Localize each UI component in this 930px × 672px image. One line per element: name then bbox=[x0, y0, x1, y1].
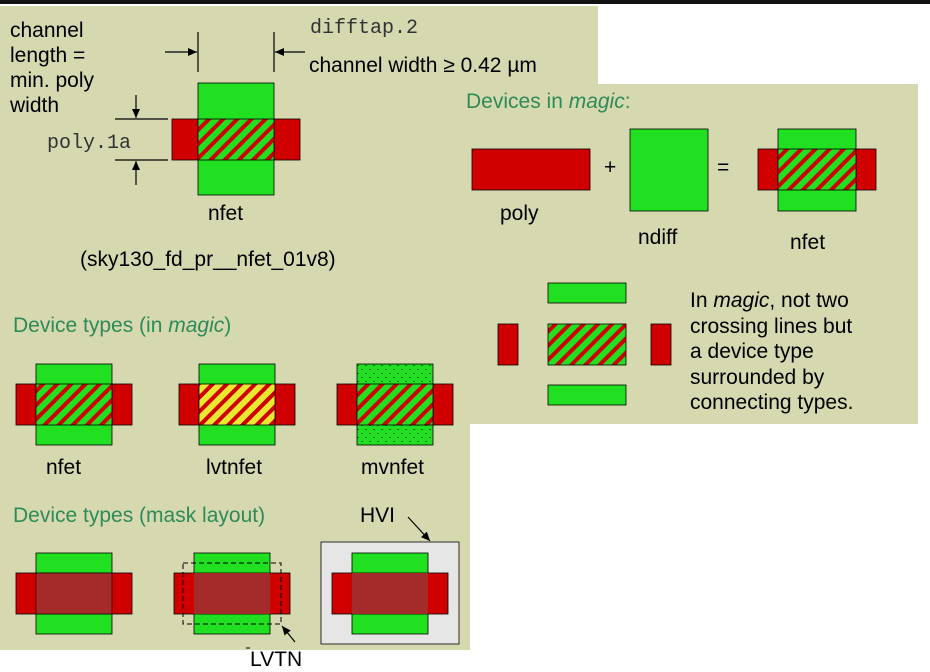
magic-heading: Devices in magic: bbox=[466, 90, 631, 113]
channel-length-line-2: length = bbox=[10, 44, 85, 67]
magic-mvnfet-label: mvnfet bbox=[361, 456, 424, 479]
magic-mvnfet bbox=[336, 363, 454, 446]
channel-region bbox=[197, 118, 275, 161]
exploded-channel bbox=[547, 323, 627, 366]
magic-note-line-5: connecting types. bbox=[690, 391, 853, 414]
mask-layout-heading: Device types (mask layout) bbox=[13, 504, 265, 527]
exploded-bottom-diff bbox=[547, 384, 627, 406]
channel-length-line-4: width bbox=[9, 94, 59, 117]
poly-sample-label: poly bbox=[500, 202, 539, 225]
ndiff-sample bbox=[629, 128, 709, 212]
cell-name: (sky130_fd_pr__nfet_01v8) bbox=[80, 248, 336, 271]
ndiff-sample-label: ndiff bbox=[638, 226, 677, 249]
mask-nfet bbox=[15, 552, 133, 635]
channel-length-line-1: channel bbox=[10, 19, 84, 42]
poly-rule-label: poly.1a bbox=[47, 132, 131, 155]
channel-width-rule: channel width ≥ 0.42 µm bbox=[309, 54, 537, 77]
magic-nfet-label: nfet bbox=[46, 456, 81, 479]
magic-note-line-2: crossing lines but bbox=[690, 315, 852, 338]
mask-hvi-nfet bbox=[320, 541, 460, 645]
poly-sample bbox=[471, 148, 591, 191]
magic-note-line-4: surrounded by bbox=[690, 366, 825, 389]
device-types-heading: Device types (in magic) bbox=[13, 314, 231, 337]
exploded-right-poly bbox=[650, 323, 672, 366]
magic-note-line-1: In magic, not two bbox=[690, 289, 849, 312]
device-types-magic: Device types (in magic) nfet lvtnfet mvn… bbox=[13, 314, 454, 479]
lvtn-boundary bbox=[182, 562, 282, 625]
nfet-rule-figure: channel length = min. poly width difftap… bbox=[9, 17, 537, 271]
top-bar bbox=[0, 0, 930, 4]
panel-cutout bbox=[470, 424, 930, 672]
device-types-mask: Device types (mask layout) HVI LVTN bbox=[13, 504, 460, 671]
equals-sign: = bbox=[717, 156, 729, 179]
magic-note-line-3: a device type bbox=[690, 340, 814, 363]
difftap-rule-label: difftap.2 bbox=[310, 17, 418, 40]
nfet-label-top: nfet bbox=[208, 202, 243, 225]
lvtn-label: LVTN bbox=[250, 648, 302, 671]
magic-devices: Devices in magic: poly + ndiff = nfet In… bbox=[466, 90, 877, 414]
mask-lvtnfet bbox=[173, 552, 291, 635]
magic-nfet bbox=[15, 363, 133, 446]
plus-sign: + bbox=[604, 156, 616, 179]
poly-right bbox=[273, 118, 301, 161]
poly-left bbox=[171, 118, 199, 161]
channel-length-line-3: min. poly bbox=[10, 69, 95, 92]
result-nfet-label: nfet bbox=[790, 231, 825, 254]
magic-lvtnfet bbox=[178, 363, 296, 446]
magic-lvtnfet-label: lvtnfet bbox=[206, 456, 262, 479]
exploded-top-diff bbox=[547, 282, 627, 304]
result-nfet-channel bbox=[777, 148, 857, 191]
hvi-label: HVI bbox=[360, 504, 395, 527]
exploded-left-poly bbox=[497, 323, 519, 366]
